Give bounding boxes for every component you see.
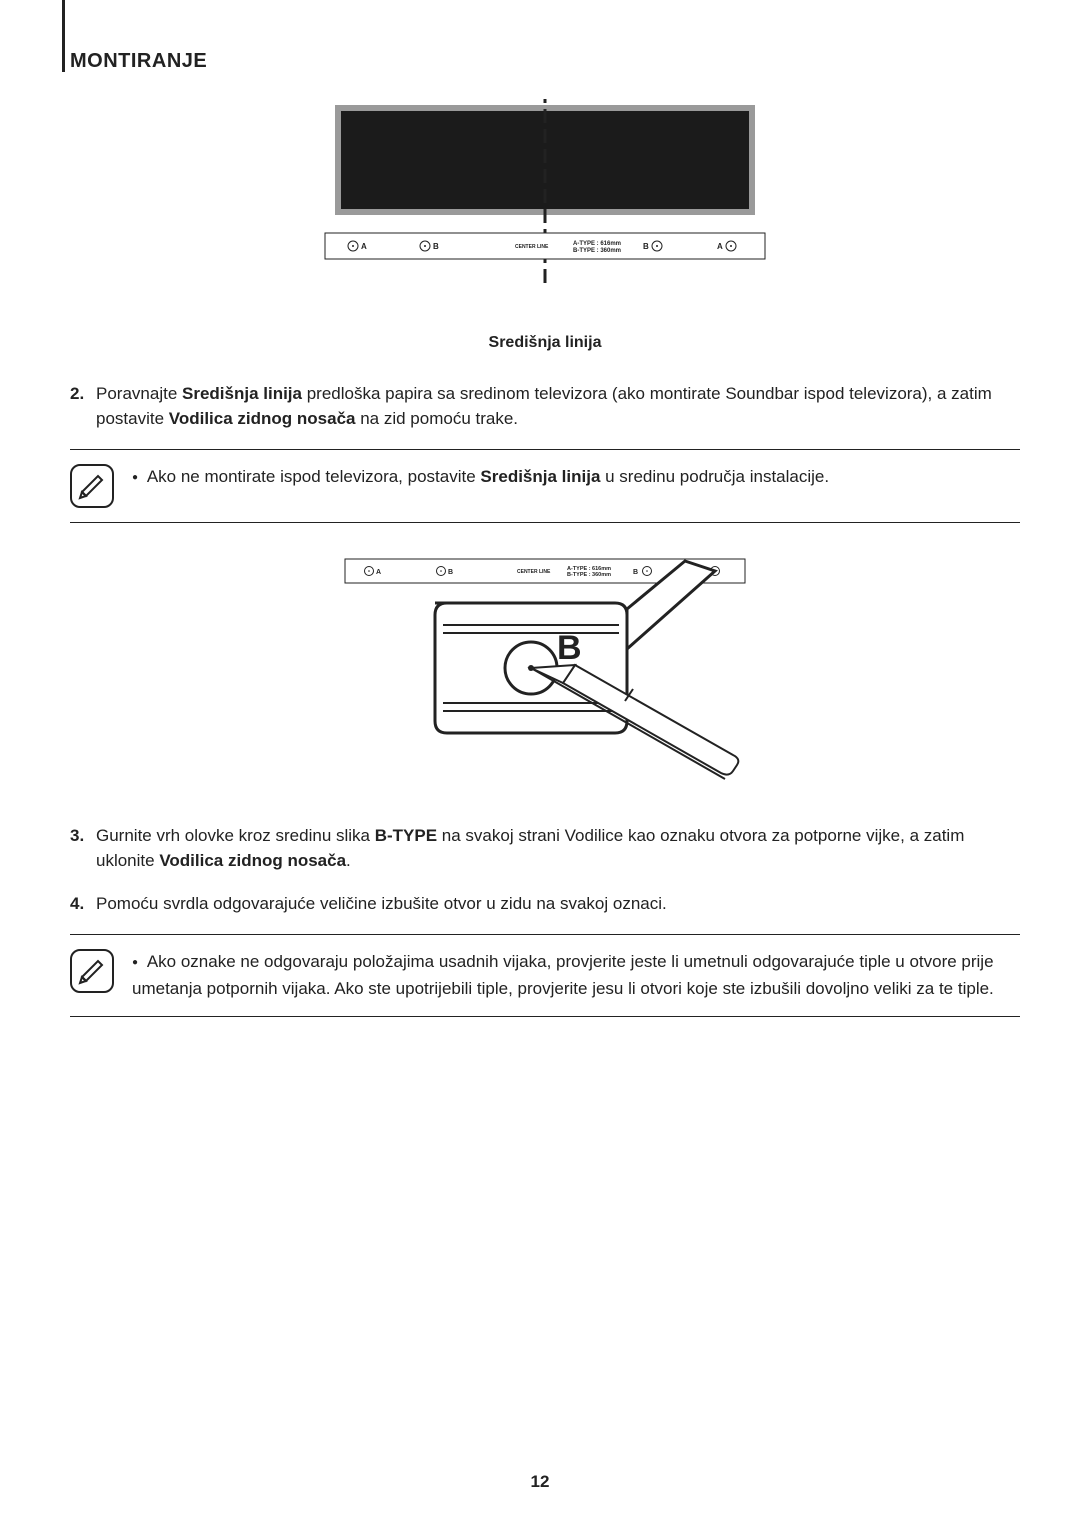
note-icon: [70, 949, 114, 993]
svg-text:B-TYPE : 360mm: B-TYPE : 360mm: [567, 572, 611, 578]
step-3-text-1: Gurnite vrh olovke kroz sredinu slika: [96, 826, 375, 845]
step-4-number: 4.: [70, 892, 96, 917]
svg-text:B: B: [448, 569, 453, 576]
step-2-text-1: Poravnajte: [96, 384, 182, 403]
guide-type-a: A-TYPE : 616mm: [573, 241, 621, 247]
step-2-bold-1: Središnja linija: [182, 384, 302, 403]
step-4: 4. Pomoću svrdla odgovarajuće veličine i…: [70, 892, 1020, 917]
side-rule: [62, 0, 65, 72]
note-2-text: Ako oznake ne odgovaraju položajima usad…: [132, 949, 1020, 1002]
note-1-pre: Ako ne montirate ispod televizora, posta…: [147, 467, 481, 486]
svg-text:B: B: [633, 569, 638, 576]
note-2-item: Ako oznake ne odgovaraju položajima usad…: [132, 949, 1020, 1002]
svg-text:A: A: [376, 569, 381, 576]
page-number: 12: [0, 1472, 1080, 1492]
guide-label-a-right: A: [717, 242, 723, 251]
step-3-number: 3.: [70, 824, 96, 873]
note-1-bold: Središnja linija: [480, 467, 600, 486]
step-3-bold-2: Vodilica zidnog nosača: [159, 851, 346, 870]
guide-label-b-right: B: [643, 242, 649, 251]
note-2: Ako oznake ne odgovaraju položajima usad…: [70, 934, 1020, 1017]
step-3-text-3: .: [346, 851, 351, 870]
step-3: 3. Gurnite vrh olovke kroz sredinu slika…: [70, 824, 1020, 873]
step-4-body: Pomoću svrdla odgovarajuće veličine izbu…: [96, 892, 1020, 917]
step-3-body: Gurnite vrh olovke kroz sredinu slika B-…: [96, 824, 1020, 873]
step-2-body: Poravnajte Središnja linija predloška pa…: [96, 382, 1020, 431]
step-2-number: 2.: [70, 382, 96, 431]
guide-center-label: CENTER LINE: [515, 244, 549, 250]
step-2-bold-2: Vodilica zidnog nosača: [169, 409, 356, 428]
callout-letter: B: [557, 629, 582, 667]
note-1: Ako ne montirate ispod televizora, posta…: [70, 449, 1020, 523]
figure1-caption: Središnja linija: [70, 334, 1020, 352]
note-1-text: Ako ne montirate ispod televizora, posta…: [132, 464, 829, 490]
guide-type-b: B-TYPE : 360mm: [573, 248, 621, 254]
guide-label-b-left: B: [433, 242, 439, 251]
guide-label-a-left: A: [361, 242, 367, 251]
note-1-post: u sredinu područja instalacije.: [600, 467, 829, 486]
page-content: MONTIRANJE: [0, 0, 1080, 1087]
section-title: MONTIRANJE: [70, 50, 1020, 73]
figure-tv-centerline: A B CENTER LINE A-TYPE : 616mm B-TYPE : …: [70, 99, 1020, 352]
step-2-text-3: na zid pomoću trake.: [355, 409, 518, 428]
step-2: 2. Poravnajte Središnja linija predloška…: [70, 382, 1020, 431]
svg-text:CENTER LINE: CENTER LINE: [517, 569, 551, 575]
figure-pen-marking: A B CENTER LINE A-TYPE : 616mm B-TYPE : …: [70, 553, 1020, 798]
note-icon: [70, 464, 114, 508]
step-3-bold-1: B-TYPE: [375, 826, 437, 845]
